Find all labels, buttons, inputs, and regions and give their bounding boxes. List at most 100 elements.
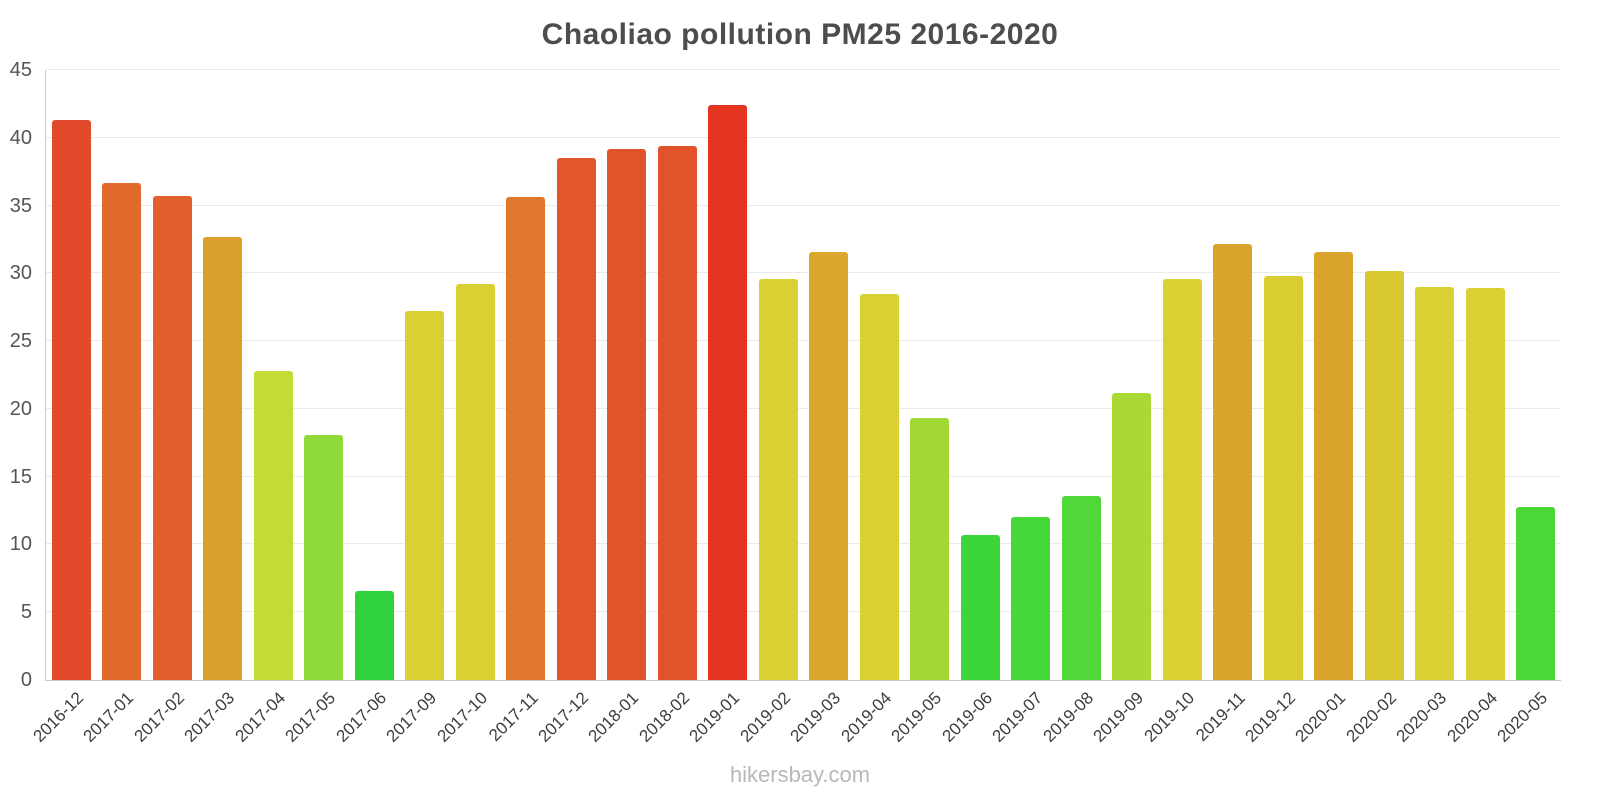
bar-2017-11[interactable] bbox=[506, 197, 546, 680]
x-axis-tick-label: 2019-01 bbox=[685, 688, 744, 746]
bar-2017-03[interactable] bbox=[203, 236, 243, 680]
bar-slot bbox=[1359, 70, 1410, 680]
bar-2017-05[interactable] bbox=[304, 434, 344, 680]
x-axis-tick-label: 2017-10 bbox=[433, 688, 492, 746]
bar-2020-02[interactable] bbox=[1364, 270, 1404, 680]
bar-slot bbox=[349, 70, 400, 680]
bar-2019-01[interactable] bbox=[708, 105, 748, 680]
bar-slot bbox=[46, 70, 97, 680]
bar-slot bbox=[1006, 70, 1057, 680]
x-axis-tick-label: 2019-03 bbox=[786, 688, 845, 746]
x-axis-tick-label: 2019-05 bbox=[887, 688, 946, 746]
bar-2020-01[interactable] bbox=[1314, 251, 1354, 680]
x-axis-tick-label: 2019-04 bbox=[837, 688, 896, 746]
bar-slot bbox=[804, 70, 855, 680]
x-axis-tick-label: 2020-03 bbox=[1392, 688, 1451, 746]
bar-slot bbox=[1410, 70, 1461, 680]
bar-2017-10[interactable] bbox=[455, 284, 495, 680]
bar-slot bbox=[400, 70, 451, 680]
bar-slot bbox=[753, 70, 804, 680]
bar-2019-09[interactable] bbox=[1112, 392, 1152, 680]
footer-watermark: hikersbay.com bbox=[729, 762, 871, 787]
x-axis-tick-label: 2019-06 bbox=[938, 688, 997, 746]
bar-2016-12[interactable] bbox=[51, 120, 91, 680]
x-axis-tick-label: 2019-02 bbox=[736, 688, 795, 746]
gridline bbox=[46, 340, 1561, 342]
bar-slot bbox=[905, 70, 956, 680]
y-axis-tick-label: 5 bbox=[20, 601, 32, 624]
bar-slot bbox=[652, 70, 703, 680]
bar-2020-05[interactable] bbox=[1516, 506, 1556, 680]
x-axis-tick-label: 2017-06 bbox=[332, 688, 391, 746]
x-axis-tick-label: 2020-01 bbox=[1291, 688, 1350, 746]
bar-slot bbox=[854, 70, 905, 680]
bar-slot bbox=[1309, 70, 1360, 680]
bar-2019-10[interactable] bbox=[1162, 278, 1202, 680]
x-axis-tick-label: 2019-11 bbox=[1191, 688, 1249, 745]
y-axis-tick-label: 0 bbox=[20, 669, 32, 691]
y-axis: 0 5 10 15 20 25 30 35 40 45 bbox=[0, 60, 40, 690]
bar-slot bbox=[1258, 70, 1309, 680]
bar-2019-02[interactable] bbox=[758, 278, 798, 680]
bar-2017-02[interactable] bbox=[152, 196, 192, 680]
x-axis-tick-label: 2020-05 bbox=[1493, 688, 1552, 746]
x-axis-tick-label: 2019-10 bbox=[1140, 688, 1199, 746]
gridline bbox=[46, 204, 1561, 206]
x-axis-tick-label: 2020-02 bbox=[1342, 688, 1401, 746]
bar-slot bbox=[1511, 70, 1562, 680]
bar-slot bbox=[299, 70, 350, 680]
y-axis-tick-label: 35 bbox=[9, 194, 32, 217]
x-axis-tick-label: 2017-05 bbox=[281, 688, 340, 746]
x-axis-tick-label: 2017-02 bbox=[130, 688, 189, 746]
gridline bbox=[46, 69, 1561, 70]
bar-slot bbox=[1208, 70, 1259, 680]
bar-slot bbox=[501, 70, 552, 680]
bar-2018-02[interactable] bbox=[657, 145, 697, 680]
bar-slot bbox=[1157, 70, 1208, 680]
bar-2018-01[interactable] bbox=[607, 148, 647, 680]
gridline bbox=[46, 475, 1561, 477]
bar-2019-07[interactable] bbox=[1011, 517, 1051, 680]
bar-2020-03[interactable] bbox=[1415, 286, 1455, 680]
bar-2017-12[interactable] bbox=[556, 158, 596, 680]
gridline bbox=[46, 407, 1561, 409]
y-axis-tick-label: 20 bbox=[9, 397, 32, 420]
bar-2017-01[interactable] bbox=[102, 182, 142, 680]
bars bbox=[46, 70, 1561, 680]
y-axis-tick-label: 25 bbox=[9, 330, 32, 353]
bar-slot bbox=[97, 70, 148, 680]
x-axis-tick-label: 2017-03 bbox=[180, 688, 239, 746]
x-axis-tick-label: 2019-12 bbox=[1241, 688, 1300, 746]
x-axis-tick-label: 2020-04 bbox=[1443, 688, 1502, 746]
bar-slot bbox=[198, 70, 249, 680]
y-axis-tick-label: 40 bbox=[9, 126, 32, 149]
x-axis-tick-label: 2016-12 bbox=[29, 688, 88, 746]
x-axis-tick-label: 2019-07 bbox=[988, 688, 1047, 746]
bar-2017-06[interactable] bbox=[354, 590, 394, 680]
y-axis-tick-label: 10 bbox=[9, 533, 32, 556]
x-axis-tick-label: 2018-02 bbox=[635, 688, 694, 746]
bar-2017-04[interactable] bbox=[253, 370, 293, 680]
y-axis-tick-label: 45 bbox=[9, 59, 32, 81]
bar-2020-04[interactable] bbox=[1465, 288, 1505, 680]
bar-slot bbox=[147, 70, 198, 680]
bar-2019-11[interactable] bbox=[1213, 243, 1253, 680]
x-axis-tick-label: 2019-08 bbox=[1039, 688, 1098, 746]
bar-2019-04[interactable] bbox=[859, 293, 899, 680]
bar-slot bbox=[1056, 70, 1107, 680]
bar-2017-09[interactable] bbox=[405, 311, 445, 680]
bar-2019-06[interactable] bbox=[960, 534, 1000, 680]
bar-slot bbox=[1460, 70, 1511, 680]
bar-2019-08[interactable] bbox=[1061, 495, 1101, 680]
bar-slot bbox=[551, 70, 602, 680]
gridline bbox=[46, 543, 1561, 545]
bar-slot bbox=[955, 70, 1006, 680]
bar-2019-03[interactable] bbox=[809, 251, 849, 680]
bar-2019-05[interactable] bbox=[910, 418, 950, 680]
bar-2019-12[interactable] bbox=[1263, 276, 1303, 680]
gridline bbox=[46, 272, 1561, 274]
x-axis-tick-label: 2017-01 bbox=[79, 688, 138, 746]
y-axis-tick-label: 30 bbox=[9, 262, 32, 285]
x-axis-tick-label: 2019-09 bbox=[1089, 688, 1148, 746]
